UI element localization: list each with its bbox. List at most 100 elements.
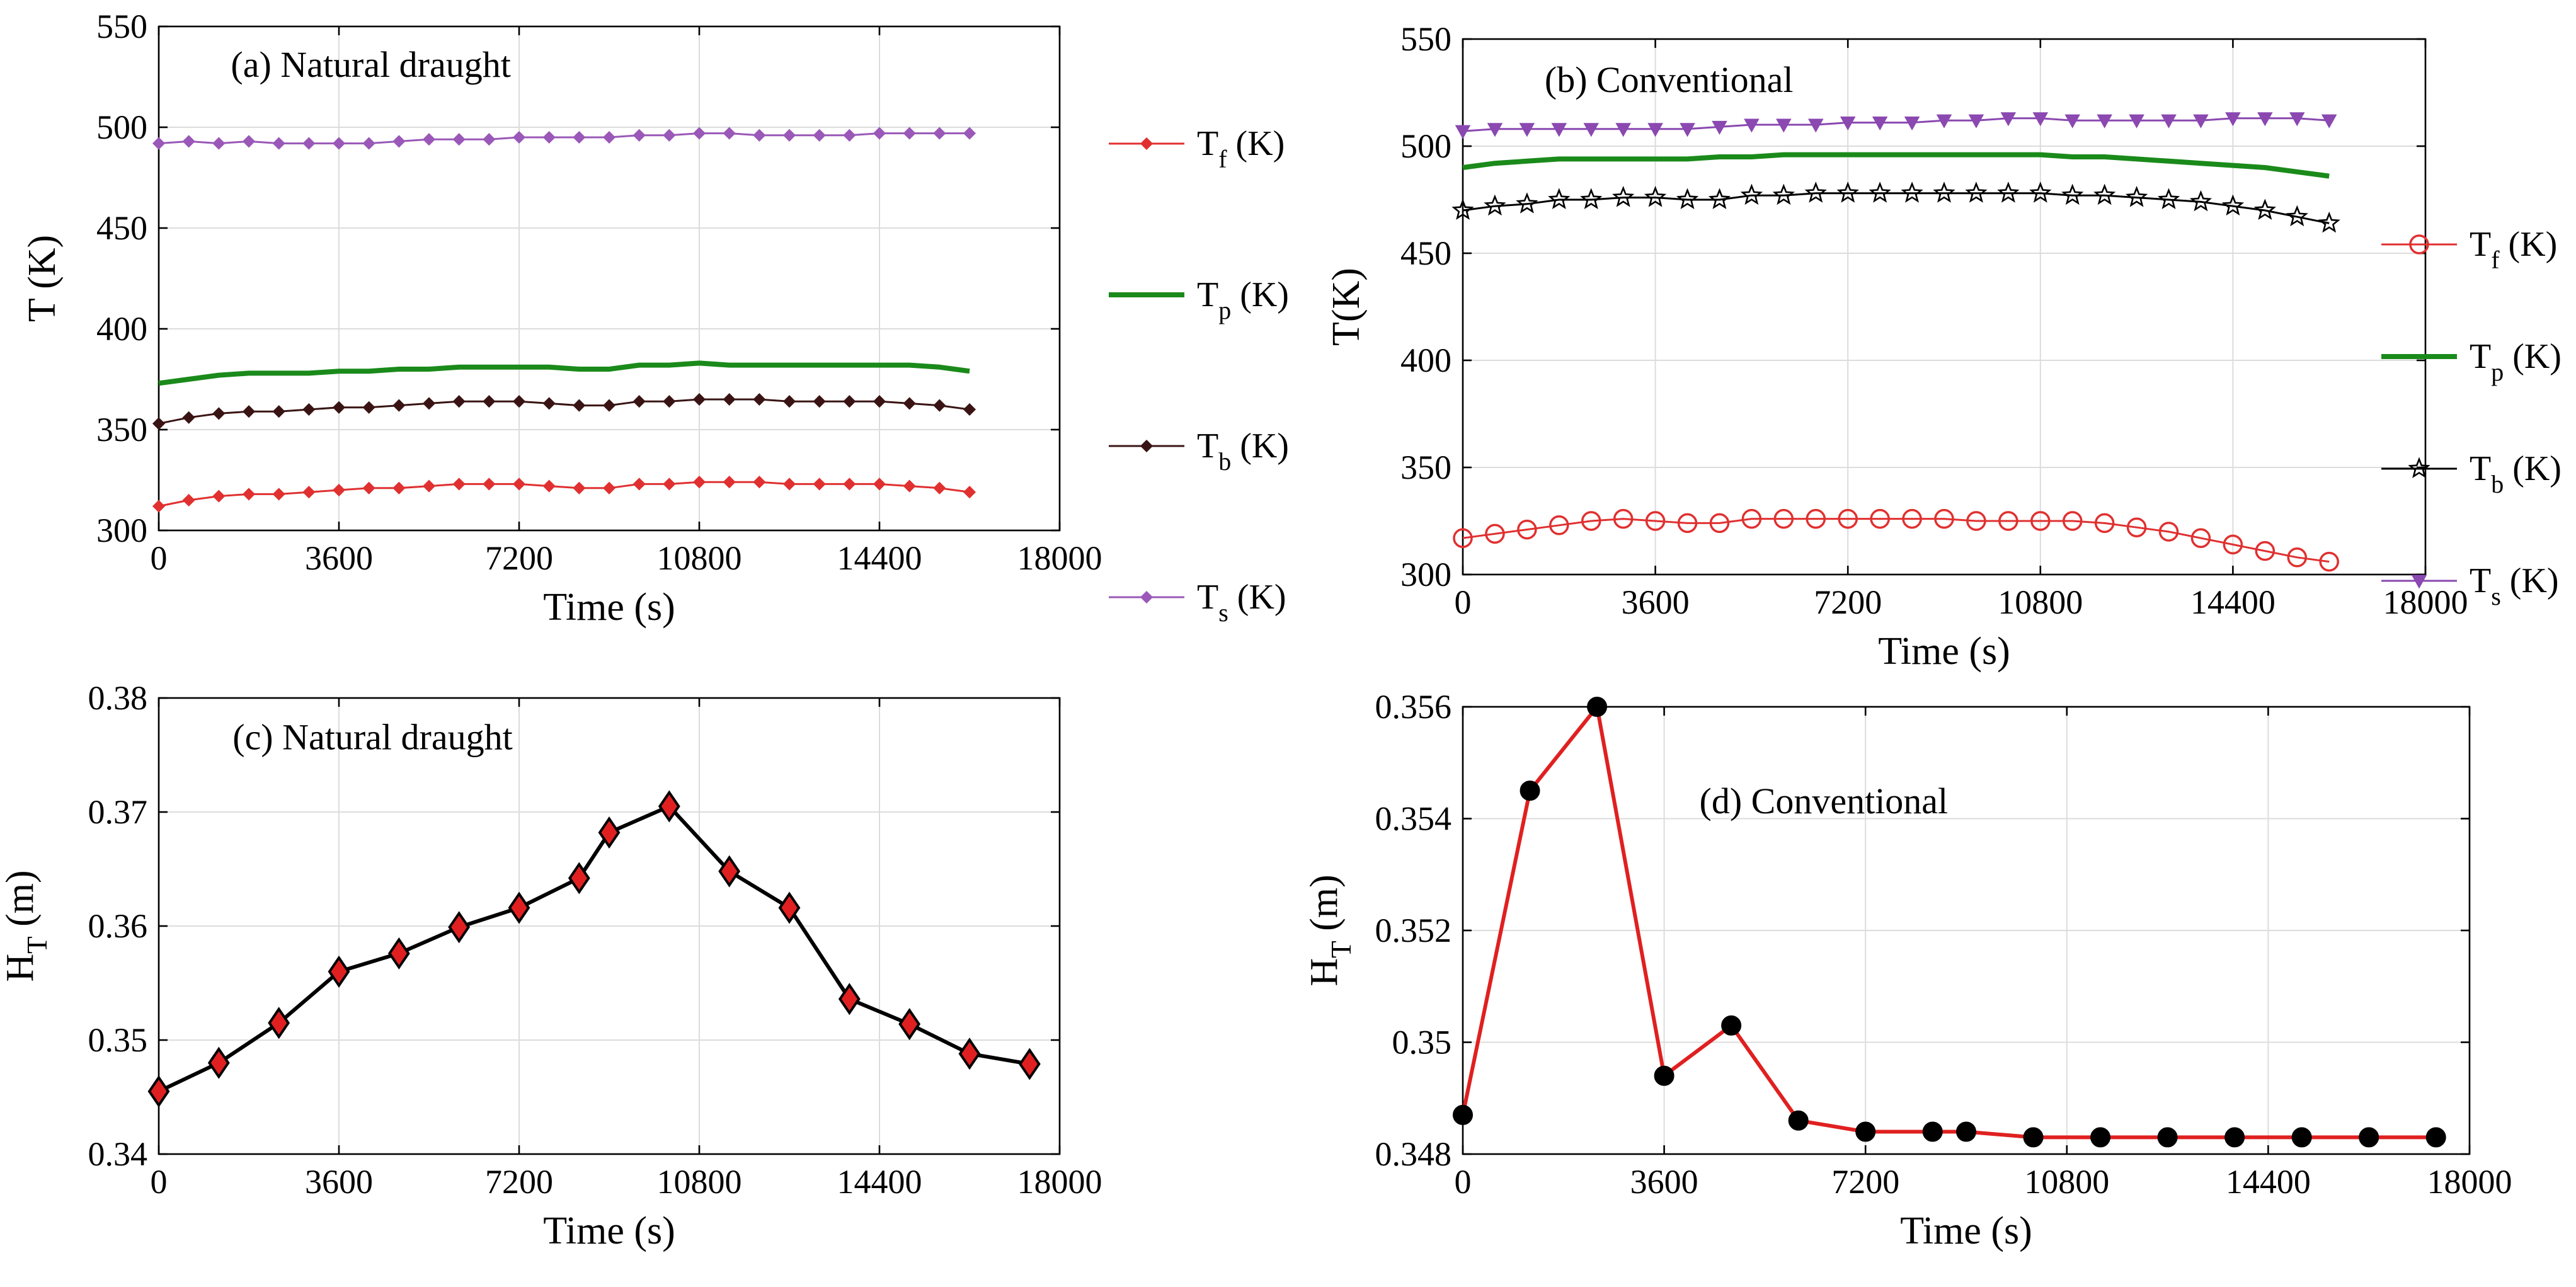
data-point	[663, 478, 676, 491]
data-point	[2190, 528, 2211, 548]
data-point	[2255, 541, 2275, 561]
data-point	[1654, 1065, 1674, 1086]
series-line	[158, 481, 970, 508]
data-point	[663, 395, 676, 408]
y-tick-label: 500	[96, 108, 147, 146]
x-tick-label: 14400	[837, 539, 922, 577]
data-point	[692, 476, 706, 489]
data-point	[1869, 181, 1891, 203]
data-point	[1519, 123, 1535, 137]
x-tick-label: 3600	[1630, 1163, 1698, 1201]
data-point	[242, 488, 256, 501]
data-point	[1721, 1015, 1742, 1036]
data-point	[1612, 186, 1635, 207]
data-point	[1806, 508, 1826, 529]
data-point	[2257, 112, 2273, 127]
data-point	[1583, 123, 1600, 137]
x-axis-label: Time (s)	[543, 586, 675, 629]
x-tick-label: 0	[1455, 583, 1472, 621]
series-line	[157, 804, 1030, 1094]
data-point	[903, 127, 916, 140]
data-point	[302, 137, 316, 150]
y-tick-label: 400	[1400, 341, 1451, 379]
data-point	[843, 478, 856, 491]
data-point	[1870, 508, 1890, 529]
data-point	[2189, 190, 2212, 212]
data-point	[272, 137, 285, 150]
data-point	[2161, 114, 2177, 129]
series-f	[152, 476, 976, 513]
data-point	[813, 129, 826, 142]
data-point	[1645, 511, 1666, 531]
data-point	[1997, 181, 2020, 203]
data-point	[152, 137, 166, 150]
data-point	[723, 392, 736, 406]
data-point	[633, 478, 646, 491]
legend-swatch-marker	[2411, 575, 2427, 589]
data-point	[2224, 1127, 2245, 1148]
legend-swatch-marker	[1140, 137, 1153, 151]
data-point	[512, 395, 526, 408]
data-point	[1548, 188, 1571, 209]
data-point	[332, 401, 346, 414]
data-point	[1551, 123, 1567, 137]
data-point	[1580, 188, 1603, 209]
data-point	[778, 891, 801, 924]
data-point	[387, 937, 410, 970]
panel-c: 0 3600 7200 10800 14400 18000 0.34 0.35 0.36 0.37…	[0, 679, 1102, 1252]
y-tick-label: 0.348	[1375, 1135, 1452, 1173]
x-tick-label: 7200	[485, 539, 553, 577]
data-point	[392, 481, 406, 495]
data-point	[1487, 123, 1503, 137]
data-point	[2097, 114, 2112, 129]
data-point	[2093, 183, 2116, 205]
data-point	[207, 1046, 230, 1079]
y-tick-label: 0.38	[88, 679, 148, 717]
legend: Tf (K) Tp (K) Tb (K) Ts (K)	[2381, 225, 2562, 610]
series-p	[1462, 152, 2330, 179]
data-point	[753, 476, 766, 489]
x-tick-label: 3600	[1622, 583, 1690, 621]
data-point	[1677, 513, 1698, 534]
legend-swatch-marker	[2408, 457, 2430, 478]
data-point	[2158, 522, 2179, 542]
data-point	[838, 983, 861, 1015]
y-tick-label: 0.35	[1392, 1024, 1452, 1061]
panel-a: 0 3600 7200 10800 14400 18000 300 350 400 450 500 5…	[21, 8, 1289, 629]
series-line	[1462, 192, 2330, 224]
x-tick-label: 10800	[1998, 583, 2083, 621]
legend-swatch-marker	[1140, 439, 1153, 453]
data-point	[182, 411, 195, 424]
y-tick-label: 550	[96, 8, 147, 45]
data-point	[1804, 181, 1827, 203]
series-p	[158, 360, 970, 386]
data-point	[362, 137, 375, 150]
data-point	[2094, 513, 2115, 534]
data-point	[542, 130, 556, 144]
data-point	[903, 479, 916, 493]
data-point	[2023, 1127, 2044, 1148]
data-point	[2318, 211, 2340, 233]
data-point	[873, 127, 886, 140]
data-point	[933, 399, 946, 412]
legend-label: Tp (K)	[2470, 337, 2562, 386]
data-point	[452, 133, 466, 146]
legend-label: Tf (K)	[2470, 225, 2557, 274]
x-tick-label: 3600	[305, 539, 373, 577]
data-point	[268, 1007, 290, 1039]
y-tick-label: 0.37	[88, 793, 148, 831]
y-tick-label: 0.35	[88, 1021, 148, 1059]
data-point	[542, 397, 556, 410]
data-point	[1838, 508, 1858, 529]
data-point	[302, 403, 316, 416]
data-point	[1741, 508, 1762, 529]
data-point	[573, 130, 586, 144]
data-point	[2225, 112, 2241, 127]
data-point	[1934, 508, 1954, 529]
data-point	[2425, 1127, 2446, 1148]
data-point	[1712, 120, 1727, 135]
data-point	[332, 137, 346, 150]
y-tick-label: 350	[1400, 449, 1451, 486]
data-point	[958, 1038, 981, 1070]
